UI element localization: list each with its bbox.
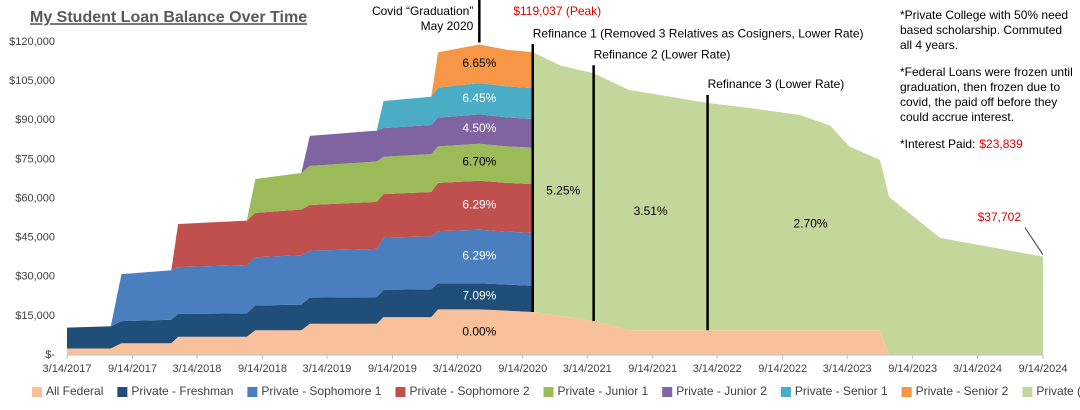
area bbox=[67, 44, 1043, 355]
covid-label: May 2020 bbox=[421, 19, 474, 33]
y-tick-label: $75,000 bbox=[15, 153, 55, 165]
x-tick-label: 9/14/2021 bbox=[628, 363, 677, 375]
legend-swatch bbox=[901, 387, 912, 397]
legend-label: Private - Senior 1 bbox=[795, 384, 888, 398]
interest-value: $23,839 bbox=[979, 137, 1023, 151]
legend-swatch bbox=[780, 387, 791, 397]
legend-swatch bbox=[543, 387, 554, 397]
note-line: based scholarship. Commuted bbox=[900, 23, 1062, 37]
x-tick-label: 3/14/2017 bbox=[43, 363, 92, 375]
x-tick-label: 9/14/2024 bbox=[1019, 363, 1068, 375]
y-tick-label: $90,000 bbox=[15, 114, 55, 126]
rate-label: 0.00% bbox=[462, 324, 496, 338]
note-line: could accrue interest. bbox=[900, 110, 1014, 124]
interest-label: *Interest Paid: bbox=[900, 137, 975, 151]
peak-label: $119,037 (Peak) bbox=[513, 4, 601, 18]
x-tick-label: 9/14/2022 bbox=[758, 363, 807, 375]
x-tick-label: 3/14/2022 bbox=[693, 363, 742, 375]
y-tick-label: $45,000 bbox=[15, 232, 55, 244]
area bbox=[67, 143, 1043, 355]
rate-label: 3.51% bbox=[634, 204, 668, 218]
y-tick-label: $60,000 bbox=[15, 192, 55, 204]
legend-swatch bbox=[117, 387, 128, 397]
value-label: $37,702 bbox=[978, 210, 1022, 224]
covid-label: Covid “Graduation” bbox=[372, 4, 473, 18]
legend-swatch bbox=[662, 387, 673, 397]
x-tick-label: 3/14/2023 bbox=[823, 363, 872, 375]
x-tick-label: 9/14/2019 bbox=[368, 363, 417, 375]
legend-label: Private - Freshman bbox=[131, 384, 233, 398]
rate-label: 4.50% bbox=[462, 121, 496, 135]
legend-swatch bbox=[247, 387, 258, 397]
legend-label: Private - Junior 1 bbox=[558, 384, 649, 398]
x-tick-label: 9/14/2017 bbox=[108, 363, 157, 375]
rate-label: 6.70% bbox=[462, 154, 496, 168]
rate-label: 2.70% bbox=[794, 217, 828, 231]
x-tick-label: 3/14/2018 bbox=[172, 363, 221, 375]
legend-label: All Federal bbox=[46, 384, 103, 398]
x-tick-label: 9/14/2020 bbox=[498, 363, 547, 375]
area bbox=[67, 229, 1043, 355]
note-line: *Private College with 50% need bbox=[900, 8, 1068, 22]
y-tick-label: $105,000 bbox=[9, 75, 55, 87]
note-line: all 4 years. bbox=[900, 38, 958, 52]
legend-swatch bbox=[32, 387, 42, 397]
rate-label: 6.29% bbox=[462, 197, 496, 211]
y-tick-label: $30,000 bbox=[15, 271, 55, 283]
x-tick-label: 9/14/2023 bbox=[888, 363, 937, 375]
note-line: *Federal Loans were frozen until bbox=[900, 65, 1073, 79]
rate-label: 7.09% bbox=[462, 288, 496, 302]
refinance-label: Refinance 1 (Removed 3 Relatives as Cosi… bbox=[533, 26, 864, 40]
legend-swatch bbox=[395, 387, 406, 397]
rate-label: 6.29% bbox=[462, 249, 496, 263]
note-line: graduation, then frozen due to bbox=[900, 80, 1060, 94]
refinance-label: Refinance 2 (Lower Rate) bbox=[594, 47, 731, 61]
legend-label: Private - Sophomore 1 bbox=[261, 384, 381, 398]
y-tick-label: $- bbox=[45, 349, 55, 361]
legend-label: Private - Sophomore 2 bbox=[409, 384, 529, 398]
y-tick-label: $15,000 bbox=[15, 310, 55, 322]
rate-label: 5.25% bbox=[546, 183, 580, 197]
value-label-leader bbox=[1024, 227, 1044, 255]
legend-label: Private - Senior 2 bbox=[916, 384, 1009, 398]
area bbox=[67, 309, 1043, 355]
rate-label: 6.45% bbox=[462, 91, 496, 105]
y-tick-label: $120,000 bbox=[9, 36, 55, 48]
legend-swatch bbox=[1022, 387, 1033, 397]
refinance-label: Refinance 3 (Lower Rate) bbox=[708, 77, 845, 91]
area bbox=[67, 180, 1043, 355]
x-tick-label: 9/14/2018 bbox=[238, 363, 287, 375]
area bbox=[67, 283, 1043, 355]
rate-label: 6.65% bbox=[462, 56, 496, 70]
x-tick-label: 3/14/2019 bbox=[302, 363, 351, 375]
legend-label: Private - Junior 2 bbox=[676, 384, 767, 398]
x-tick-label: 3/14/2020 bbox=[433, 363, 482, 375]
x-tick-label: 3/14/2024 bbox=[953, 363, 1002, 375]
chart-title: My Student Loan Balance Over Time bbox=[30, 9, 307, 26]
legend-label: Private (Refinanced) bbox=[1036, 384, 1080, 398]
x-tick-label: 3/14/2021 bbox=[563, 363, 612, 375]
note-line: covid, the paid off before they bbox=[900, 95, 1057, 109]
